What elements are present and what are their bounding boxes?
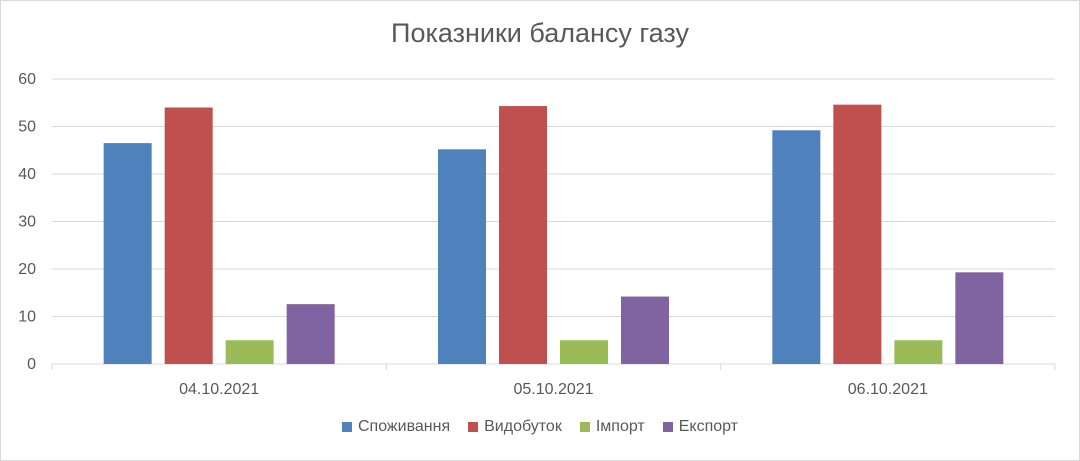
y-tick-label: 50 bbox=[18, 119, 36, 136]
legend-swatch bbox=[662, 422, 673, 432]
legend-label: Споживання bbox=[357, 418, 451, 435]
chart-title: Показники балансу газу bbox=[391, 18, 689, 48]
y-tick-label: 0 bbox=[27, 356, 36, 373]
legend-label: Імпорт bbox=[595, 418, 645, 435]
legend-swatch bbox=[468, 422, 479, 432]
chart-legend: Споживання Видобуток Імпорт Експорт bbox=[0, 418, 1080, 436]
y-tick-label: 30 bbox=[18, 214, 36, 231]
legend-swatch bbox=[579, 422, 590, 432]
legend-label: Видобуток bbox=[484, 418, 562, 435]
bar bbox=[103, 143, 152, 364]
legend-item: Споживання bbox=[341, 418, 451, 436]
legend-label: Експорт bbox=[678, 418, 739, 435]
x-tick-label: 05.10.2021 bbox=[513, 381, 593, 398]
bar bbox=[438, 149, 486, 364]
x-tick-label: 06.10.2021 bbox=[848, 381, 928, 398]
y-tick-label: 40 bbox=[18, 166, 36, 183]
legend-swatch bbox=[341, 422, 352, 432]
bar bbox=[164, 107, 213, 364]
y-tick-label: 60 bbox=[18, 71, 36, 88]
legend-item: Видобуток bbox=[468, 418, 562, 436]
bar bbox=[772, 130, 821, 364]
bar bbox=[955, 272, 1004, 364]
bar bbox=[560, 340, 608, 364]
bar bbox=[499, 106, 547, 364]
x-tick-label: 04.10.2021 bbox=[179, 381, 259, 398]
legend-item: Експорт bbox=[662, 418, 739, 436]
legend-item: Імпорт bbox=[579, 418, 645, 436]
y-tick-label: 10 bbox=[18, 309, 36, 326]
y-tick-label: 20 bbox=[18, 261, 36, 278]
bar bbox=[225, 340, 274, 364]
bar bbox=[286, 304, 335, 364]
bar bbox=[833, 104, 882, 365]
bar bbox=[621, 296, 669, 364]
bar bbox=[894, 340, 943, 364]
